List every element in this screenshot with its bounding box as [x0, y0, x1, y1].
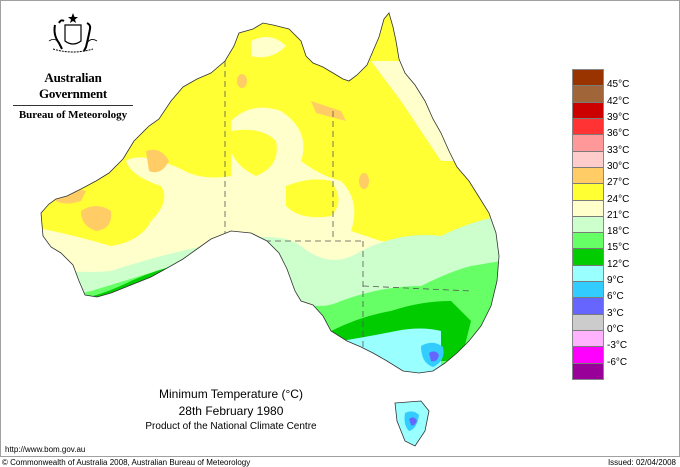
map-product: Product of the National Climate Centre: [145, 421, 317, 432]
legend-label: 18°C: [607, 226, 630, 238]
organization-name: Australian Government: [38, 70, 108, 101]
agency-logo: Australian Government Bureau of Meteorol…: [9, 11, 137, 121]
legend-swatch: [573, 86, 603, 103]
temperature-map: [40, 12, 500, 447]
legend-label: 33°C: [607, 144, 630, 156]
color-legend: [572, 69, 604, 380]
legend-label: 3°C: [607, 307, 624, 319]
legend-label: 39°C: [607, 111, 630, 123]
legend-swatch: [573, 102, 603, 119]
copyright-notice: © Commonwealth of Australia 2008, Austra…: [2, 458, 251, 467]
legend-swatch: [573, 70, 603, 87]
legend-swatch: [573, 151, 603, 168]
legend-label: 24°C: [607, 193, 630, 205]
legend-swatch: [573, 184, 603, 201]
legend-swatch: [573, 314, 603, 331]
legend-label: 30°C: [607, 160, 630, 172]
coat-of-arms-icon: [48, 13, 98, 53]
legend-label: 21°C: [607, 209, 630, 221]
legend-label: -3°C: [607, 340, 628, 352]
legend-swatch: [573, 265, 603, 283]
logo-divider: [13, 105, 133, 106]
legend-swatch: [573, 200, 603, 217]
legend-label: 42°C: [607, 95, 630, 107]
legend-label: 36°C: [607, 128, 630, 140]
map-title: Minimum Temperature (°C): [159, 387, 303, 401]
legend-label: 45°C: [607, 79, 630, 91]
legend-swatch: [573, 347, 603, 364]
legend-swatch: [573, 363, 603, 379]
legend-label: 0°C: [607, 324, 624, 336]
map-caption: Minimum Temperature (°C) 28th February 1…: [131, 386, 331, 434]
legend-swatch: [573, 167, 603, 185]
agency-name: Bureau of Meteorology: [18, 109, 128, 121]
legend-swatch: [573, 135, 603, 152]
legend-swatch: [573, 282, 603, 299]
legend-label: 27°C: [607, 177, 630, 189]
legend-label: 12°C: [607, 258, 630, 270]
legend-swatch: [573, 298, 603, 315]
legend-swatch: [573, 118, 603, 136]
legend-swatch: [573, 216, 603, 234]
legend-label: 6°C: [607, 291, 624, 303]
legend-label: -6°C: [607, 356, 628, 368]
website-link[interactable]: http://www.bom.gov.au: [5, 445, 86, 454]
legend-label: 9°C: [607, 275, 624, 287]
map-date: 28th February 1980: [178, 404, 284, 418]
legend-swatch: [573, 233, 603, 250]
legend-swatch: [573, 249, 603, 266]
legend-label: 15°C: [607, 242, 630, 254]
legend-swatch: [573, 331, 603, 348]
issued-date: Issued: 02/04/2008: [607, 458, 676, 467]
map-panel: Australian Government Bureau of Meteorol…: [0, 0, 680, 457]
